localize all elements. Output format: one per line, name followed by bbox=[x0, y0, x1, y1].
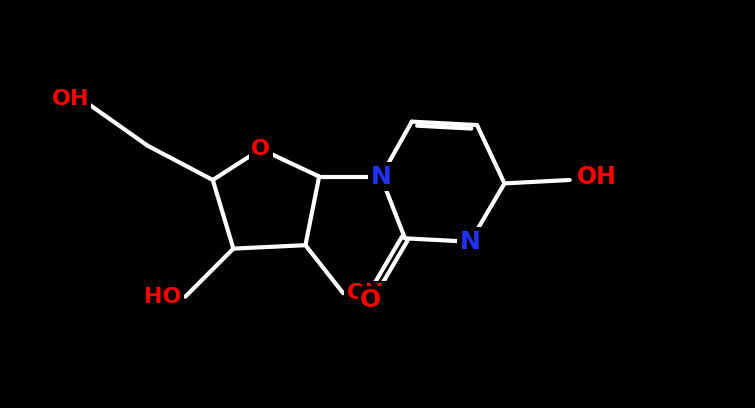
Text: HO: HO bbox=[144, 287, 182, 307]
Text: OH: OH bbox=[52, 89, 89, 109]
Text: N: N bbox=[371, 164, 391, 188]
Text: OH: OH bbox=[347, 283, 384, 303]
Text: O: O bbox=[360, 288, 381, 312]
Text: OH: OH bbox=[577, 164, 616, 188]
Text: N: N bbox=[460, 230, 481, 254]
Text: O: O bbox=[251, 139, 270, 159]
